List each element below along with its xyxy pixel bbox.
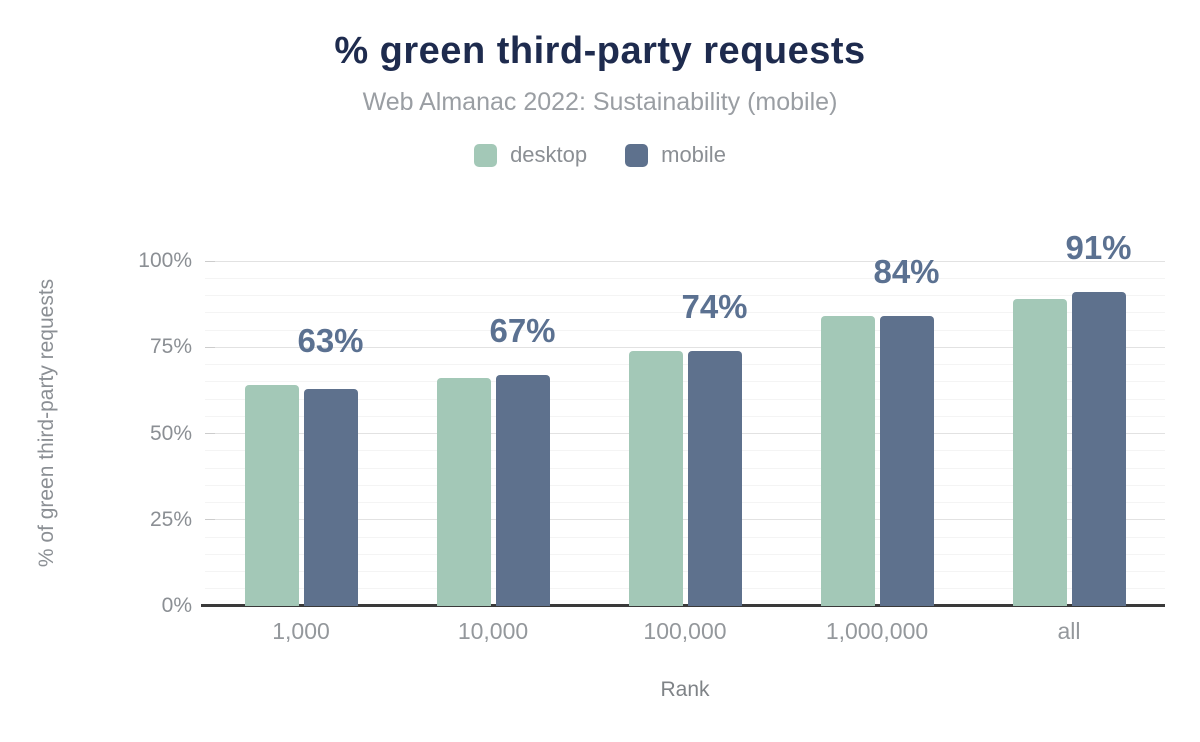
legend-label-desktop: desktop (510, 142, 588, 167)
bar-group-1000000: 84% (781, 255, 973, 606)
x-tick-label-all: all (1057, 618, 1081, 644)
bar-mobile-100000[interactable] (687, 350, 742, 606)
gridline-minor (205, 536, 1165, 538)
gridline-minor (205, 398, 1165, 400)
data-label-100000: 74% (681, 287, 748, 325)
bar-desktop-1000[interactable] (244, 385, 299, 606)
x-tick-label-1000: 1,000 (272, 618, 330, 644)
bar-desktop-100000[interactable] (628, 350, 683, 606)
bar-desktop-10000[interactable] (436, 378, 491, 606)
bar-group-100000: 74% (589, 261, 781, 606)
data-label-1000000: 84% (873, 253, 940, 291)
gridline-minor (205, 415, 1165, 417)
legend: desktop mobile (0, 142, 1200, 168)
data-label-10000: 67% (489, 311, 556, 349)
data-label-all: 91% (1065, 229, 1132, 267)
gridline-minor (205, 329, 1165, 331)
gridline-major (205, 260, 1165, 262)
gridline-minor (205, 381, 1165, 383)
y-axis-tick (205, 433, 215, 434)
chart-title: % green third-party requests (334, 30, 866, 72)
gridline-minor (205, 502, 1165, 503)
legend-item-desktop[interactable]: desktop (474, 142, 587, 168)
bar-desktop-1000000[interactable] (820, 316, 875, 606)
y-axis-tick (205, 346, 215, 348)
gridline-minor (205, 484, 1165, 486)
gridline-minor (205, 571, 1165, 572)
bar-group-1000: 63% (205, 261, 397, 606)
legend-swatch-desktop-icon (474, 143, 498, 167)
gridline-major (205, 433, 1165, 434)
bar-mobile-all[interactable] (1071, 292, 1126, 606)
y-tick-label: 75% (149, 335, 192, 359)
x-tick-label-100000: 100,000 (643, 618, 727, 644)
gridline-minor (205, 312, 1165, 314)
bar-group-all: 91% (973, 231, 1165, 606)
y-tick-label: 100% (138, 249, 192, 272)
gridline-minor (205, 277, 1165, 279)
gridline-minor (205, 450, 1165, 452)
gridline-minor (205, 364, 1165, 365)
bar-mobile-1000000[interactable] (879, 316, 934, 606)
x-axis-title: Rank (660, 678, 710, 701)
gridline-minor (205, 588, 1165, 590)
gridline-minor (205, 295, 1165, 296)
y-axis-tick (205, 260, 215, 262)
bar-mobile-10000[interactable] (495, 374, 550, 606)
plot-area: 0% 25% 50% 75% 100% 1,000 63% 10,000 67% 100,000 7… (138, 231, 1165, 644)
chart-subtitle: Web Almanac 2022: Sustainability (mobile… (362, 88, 838, 116)
legend-label-mobile: mobile (661, 142, 726, 167)
x-tick-label-1000000: 1,000,000 (825, 618, 929, 644)
gridline-major (205, 519, 1165, 521)
gridline-major (205, 346, 1165, 348)
x-tick-label-10000: 10,000 (457, 618, 529, 644)
legend-swatch-mobile-icon (625, 143, 649, 167)
gridline-minor (205, 553, 1165, 555)
data-label-1000: 63% (297, 322, 364, 360)
gridline-minor (205, 467, 1165, 469)
legend-item-mobile[interactable]: mobile (625, 142, 726, 168)
x-axis-baseline (201, 604, 1165, 607)
y-tick-label: 25% (149, 507, 192, 531)
y-tick-label: 50% (149, 421, 192, 445)
y-tick-label: 0% (161, 594, 192, 617)
bar-desktop-all[interactable] (1012, 298, 1067, 606)
bar-mobile-1000[interactable] (303, 388, 358, 606)
bar-group-10000: 67% (397, 261, 589, 606)
y-axis-tick (205, 519, 215, 521)
